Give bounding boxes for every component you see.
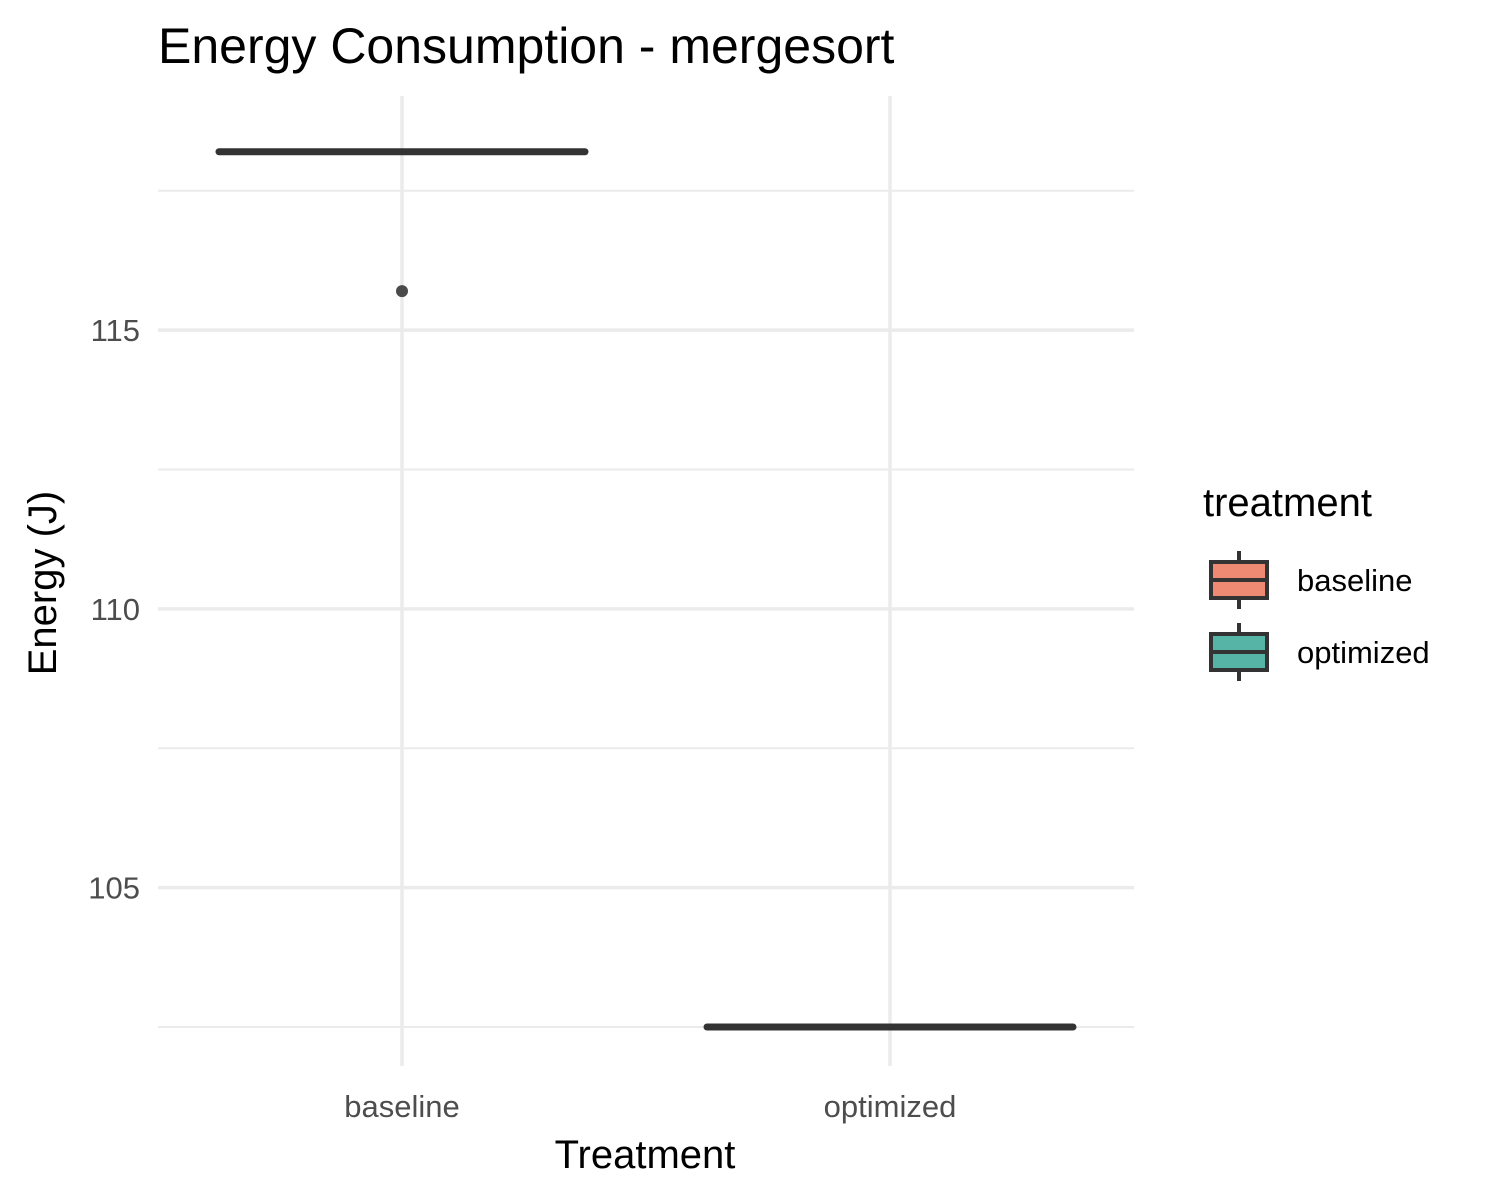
y-tick-label: 115 <box>91 313 140 348</box>
legend: treatment baseline optimized <box>1203 481 1430 681</box>
x-tick-label: optimized <box>824 1089 957 1124</box>
x-axis-title: Treatment <box>555 1133 736 1177</box>
y-tick-label: 105 <box>88 871 140 906</box>
y-axis-title: Energy (J) <box>21 491 65 676</box>
x-axis-ticks: baseline optimized <box>344 1089 956 1124</box>
legend-label: baseline <box>1297 563 1412 598</box>
outlier-point <box>396 285 408 298</box>
legend-item-baseline: baseline <box>1209 551 1412 609</box>
y-axis-ticks: 105 110 115 <box>88 313 140 905</box>
legend-label: optimized <box>1297 635 1430 670</box>
chart-title: Energy Consumption - mergesort <box>158 18 895 74</box>
legend-item-optimized: optimized <box>1209 623 1430 681</box>
legend-title: treatment <box>1203 481 1372 525</box>
grid <box>158 96 1134 1066</box>
x-tick-label: baseline <box>344 1089 459 1124</box>
plot-marks <box>215 148 1077 1031</box>
y-tick-label: 110 <box>91 592 140 627</box>
